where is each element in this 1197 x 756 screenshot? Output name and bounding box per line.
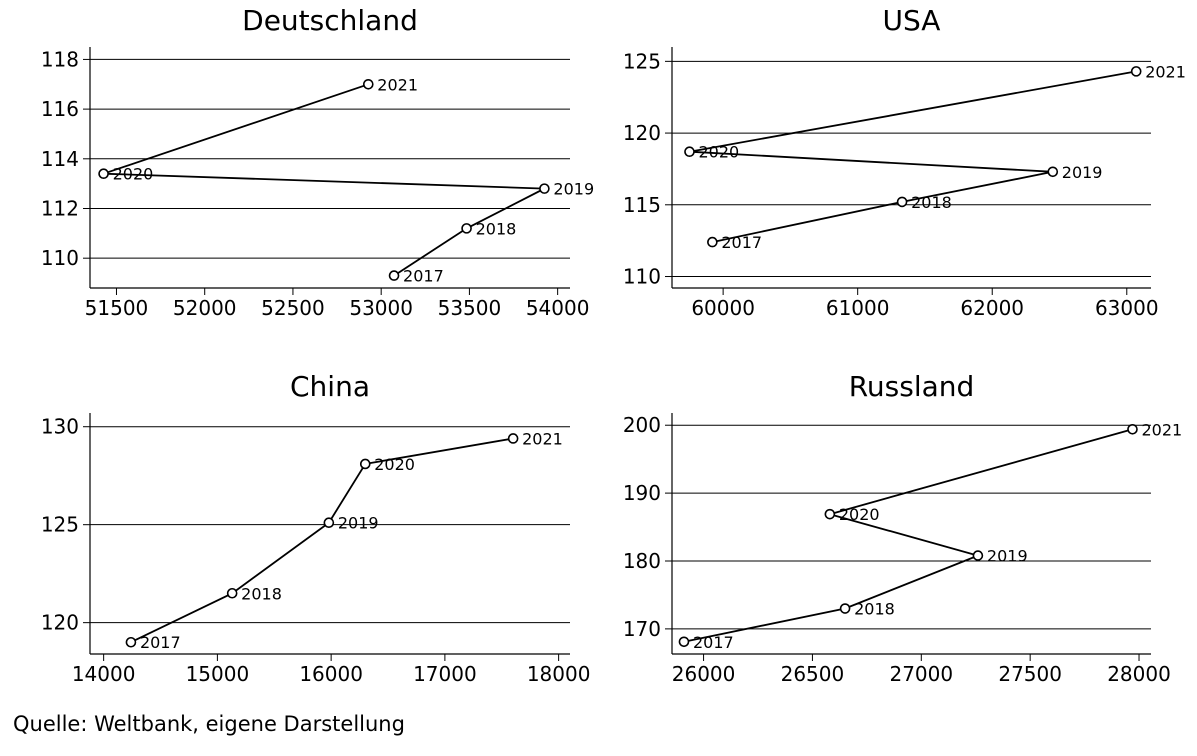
point-label-china-2017: 2017 (140, 633, 181, 652)
x-tick-label-china-15000: 15000 (186, 662, 250, 686)
x-tick-label-china-14000: 14000 (72, 662, 136, 686)
point-deutschland-2018 (461, 223, 472, 234)
x-tick-label-russland-27000: 27000 (889, 662, 953, 686)
point-label-deutschland-2019: 2019 (553, 180, 594, 199)
point-label-russland-2021: 2021 (1141, 420, 1182, 439)
point-china-2020 (359, 458, 371, 470)
point-label-usa-2021: 2021 (1145, 62, 1186, 81)
panel-title-russland: Russland (849, 370, 975, 403)
panel-title-china: China (290, 370, 370, 403)
x-tick-label-usa-61000: 61000 (826, 296, 890, 320)
source-note: Quelle: Weltbank, eigene Darstellung (13, 712, 405, 736)
panel-title-deutschland: Deutschland (242, 4, 418, 37)
x-tick-label-deutschland-52000: 52000 (173, 296, 237, 320)
point-usa-2019 (1047, 166, 1059, 178)
y-tick-label-deutschland-116: 116 (41, 97, 79, 121)
panel-russland: Russland 170 180 190 200 26000 26500 27000 27500… (623, 370, 1182, 686)
point-usa-2021 (1130, 66, 1142, 77)
point-label-china-2021: 2021 (522, 429, 563, 448)
point-label-china-2018: 2018 (241, 584, 282, 603)
point-china-2021 (507, 433, 519, 444)
x-tick-label-deutschland-52500: 52500 (261, 296, 325, 320)
point-deutschland-2021 (362, 78, 374, 90)
x-tick-label-deutschland-54000: 54000 (526, 296, 590, 320)
point-label-deutschland-2020: 2020 (113, 165, 154, 184)
point-deutschland-2020 (98, 168, 109, 180)
y-tick-label-china-120: 120 (41, 611, 79, 635)
x-tick-label-russland-26000: 26000 (672, 662, 736, 686)
series-line-usa (689, 70, 1137, 243)
x-tick-label-usa-62000: 62000 (960, 296, 1024, 320)
point-russland-2021 (1127, 423, 1138, 435)
y-tick-label-usa-120: 120 (623, 121, 661, 145)
y-tick-label-russland-170: 170 (623, 617, 661, 641)
y-tick-label-usa-125: 125 (623, 49, 661, 73)
x-tick-label-china-16000: 16000 (299, 662, 363, 686)
point-russland-2017 (678, 636, 690, 648)
y-tick-label-usa-115: 115 (623, 193, 661, 217)
x-tick-label-russland-28000: 28000 (1107, 662, 1171, 686)
y-tick-label-russland-190: 190 (623, 481, 661, 505)
point-china-2018 (226, 587, 238, 599)
point-china-2019 (323, 517, 335, 529)
point-russland-2019 (972, 550, 984, 561)
point-russland-2020 (824, 508, 836, 520)
point-usa-2020 (684, 146, 695, 158)
y-tick-label-russland-200: 200 (623, 413, 661, 437)
y-tick-label-china-130: 130 (41, 415, 79, 439)
point-label-russland-2017: 2017 (693, 633, 734, 652)
x-tick-label-china-18000: 18000 (527, 662, 591, 686)
point-label-usa-2019: 2019 (1062, 163, 1103, 182)
point-label-russland-2019: 2019 (987, 547, 1028, 566)
x-tick-label-deutschland-53000: 53000 (349, 296, 413, 320)
point-deutschland-2017 (388, 270, 400, 281)
point-label-usa-2017: 2017 (721, 233, 762, 252)
panel-china: China 120 125 130 14000 15000 16000 17000 18000 2… (41, 370, 591, 686)
y-tick-label-deutschland-110: 110 (41, 246, 79, 270)
x-tick-label-russland-26500: 26500 (781, 662, 845, 686)
x-tick-label-usa-60000: 60000 (691, 296, 755, 320)
x-tick-label-usa-63000: 63000 (1095, 296, 1159, 320)
y-tick-label-usa-110: 110 (623, 265, 661, 289)
point-usa-2017 (707, 236, 718, 248)
series-line-russland (683, 428, 1133, 643)
series-line-deutschland (103, 83, 548, 277)
panel-usa: USA 110 115 120 125 60000 61000 62000 63000 2017 2… (623, 4, 1186, 320)
point-label-china-2019: 2019 (338, 514, 379, 533)
panel-title-usa: USA (883, 4, 941, 37)
point-china-2017 (125, 636, 137, 648)
point-label-deutschland-2017: 2017 (403, 267, 444, 286)
y-tick-label-deutschland-118: 118 (41, 47, 79, 71)
point-usa-2018 (896, 196, 908, 208)
point-russland-2018 (839, 603, 851, 614)
point-label-deutschland-2021: 2021 (377, 75, 418, 94)
x-tick-label-deutschland-53500: 53500 (438, 296, 502, 320)
panel-deutschland: Deutschland 110 112 114 116 118 51500 52000 5250… (41, 4, 594, 320)
y-tick-label-russland-180: 180 (623, 549, 661, 573)
y-tick-label-deutschland-114: 114 (41, 147, 79, 171)
point-label-russland-2020: 2020 (839, 505, 880, 524)
series-line-china (130, 437, 514, 644)
point-label-usa-2018: 2018 (911, 193, 952, 212)
point-deutschland-2019 (539, 183, 550, 194)
y-tick-label-deutschland-112: 112 (41, 196, 79, 220)
point-label-usa-2020: 2020 (698, 143, 739, 162)
x-tick-label-china-17000: 17000 (413, 662, 477, 686)
x-tick-label-deutschland-51500: 51500 (85, 296, 149, 320)
y-tick-label-china-125: 125 (41, 513, 79, 537)
point-label-russland-2018: 2018 (854, 600, 895, 619)
point-label-deutschland-2018: 2018 (476, 219, 517, 238)
point-label-china-2020: 2020 (374, 455, 415, 474)
x-tick-label-russland-27500: 27500 (998, 662, 1062, 686)
